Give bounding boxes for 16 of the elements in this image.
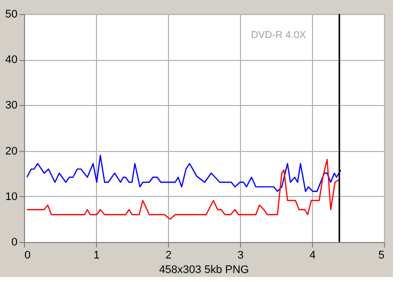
y-tick-label: 20	[5, 145, 18, 158]
y-tick-label: 30	[5, 100, 18, 112]
x-tick-label: 3	[237, 250, 244, 262]
y-tick-label: 50	[5, 8, 18, 20]
x-tick-label: 2	[165, 250, 172, 262]
y-tick-label: 10	[5, 190, 18, 203]
x-tick-label: 1	[93, 250, 100, 262]
y-tick-label: 40	[5, 54, 18, 66]
y-tick-label: 0	[11, 236, 18, 248]
line-series	[26, 154, 342, 192]
annotation: DVD-R 4.0X	[250, 30, 306, 41]
text: 458x303 5kb PNG	[159, 264, 249, 276]
x-tick-label: 0	[24, 250, 31, 262]
x-tick-label: 5	[378, 250, 384, 262]
x-tick-label: 4	[309, 250, 316, 262]
line-series	[26, 158, 340, 220]
